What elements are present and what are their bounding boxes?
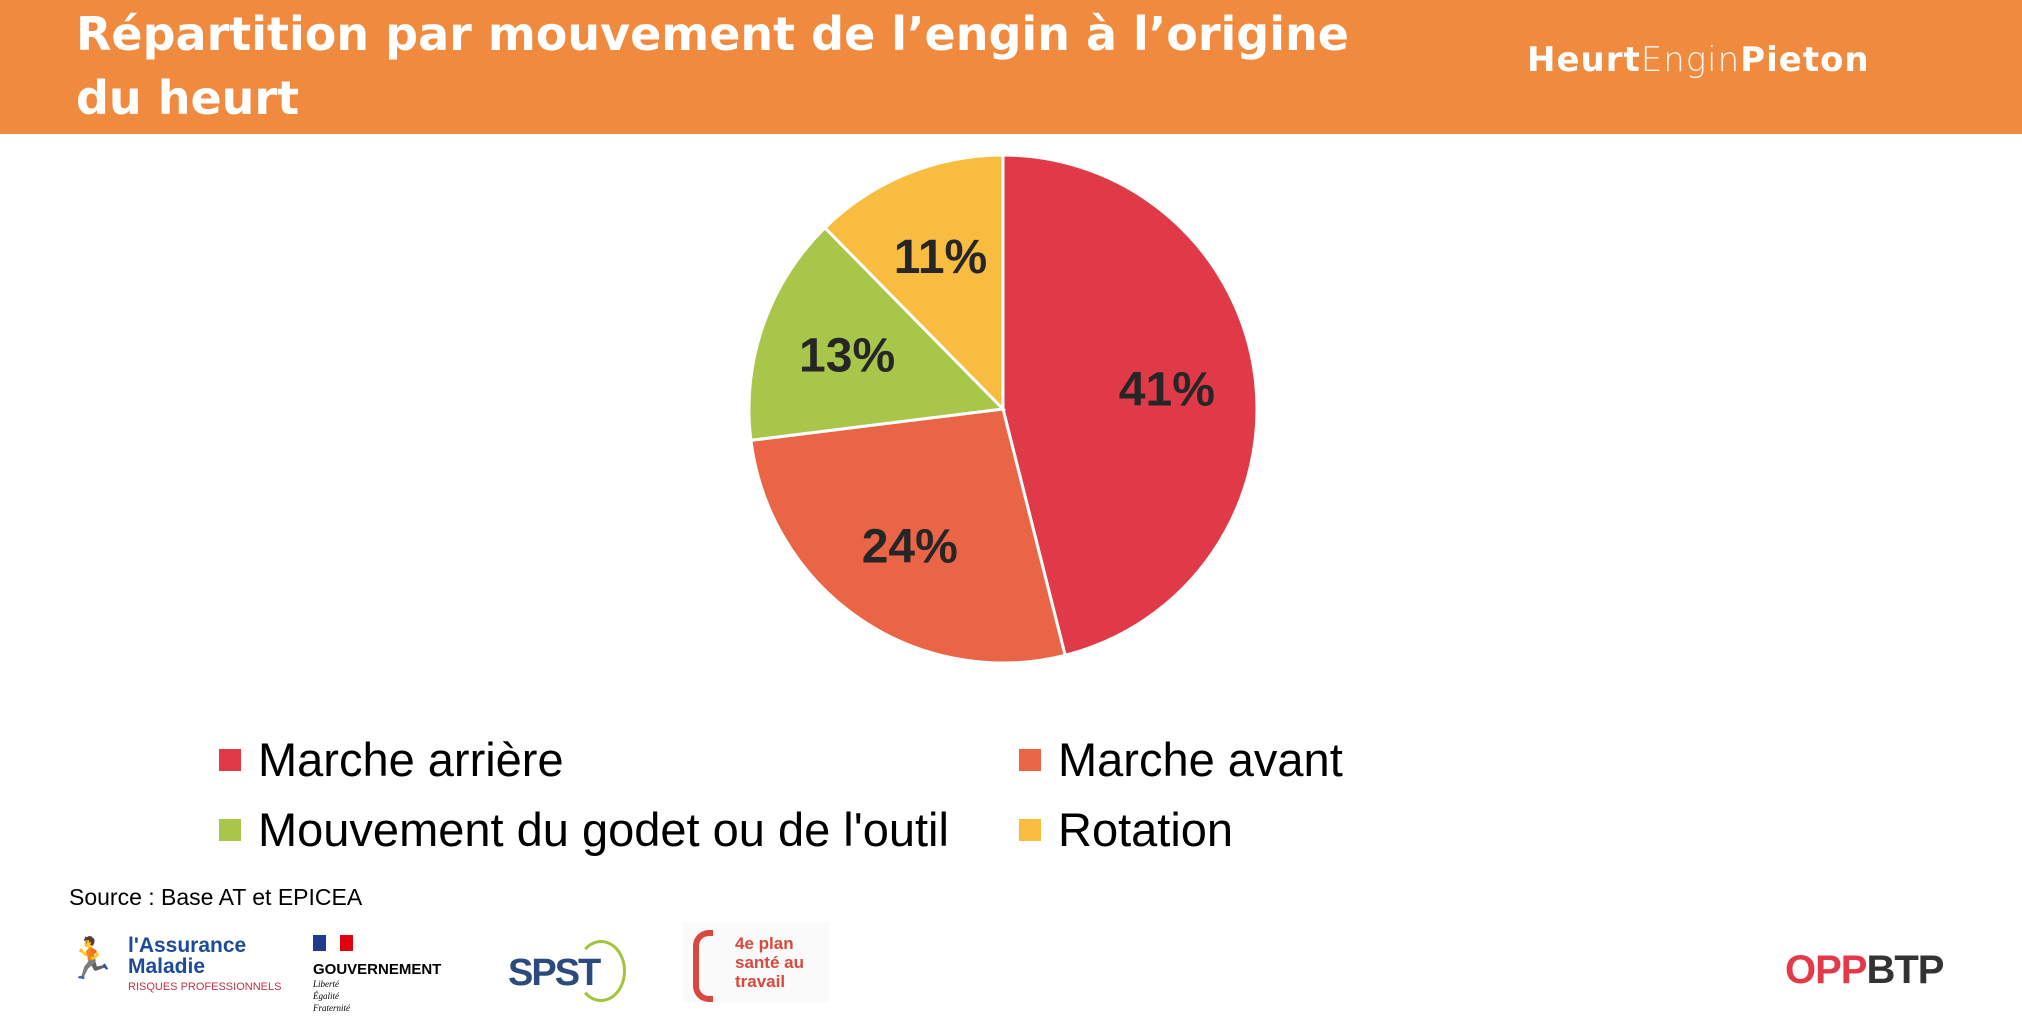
- spst-logo: SPST: [508, 940, 626, 1002]
- header-bar: Répartition par mouvement de l’engin à l…: [0, 0, 2022, 134]
- data-label: 13%: [799, 330, 895, 383]
- pie-slice-2: [749, 407, 1067, 665]
- legend-item-marche-arriere: Marche arrière: [219, 732, 564, 787]
- pie-chart: 41% 24% 13% 11%: [747, 153, 1259, 665]
- source-note: Source : Base AT et EPICEA: [69, 884, 363, 910]
- legend-swatch: [1019, 748, 1041, 771]
- runner-icon: 🏃: [66, 937, 116, 981]
- oppbtp-logo: OPPBTP: [1785, 948, 1944, 992]
- plan-s-icon: [693, 930, 713, 1002]
- legend-label: Marche arrière: [258, 733, 564, 786]
- data-label: 41%: [1119, 364, 1215, 417]
- legend-item-marche-avant: Marche avant: [1019, 732, 1343, 787]
- plan-sante-logo: 4e plan santé au travail: [683, 922, 829, 1002]
- legend-swatch: [1019, 818, 1041, 841]
- legend-item-mouvement-godet: Mouvement du godet ou de l'outil: [219, 802, 949, 857]
- pie-slice-4: [822, 153, 1005, 413]
- brand-logo: HeurtEnginPieton: [1527, 40, 1870, 80]
- pie-slice-1: [1001, 153, 1259, 658]
- flag-icon: [313, 935, 353, 951]
- legend-label: Mouvement du godet ou de l'outil: [258, 803, 949, 856]
- legend-label: Marche avant: [1058, 733, 1343, 786]
- data-label: 11%: [894, 231, 987, 284]
- data-label: 24%: [862, 520, 958, 573]
- legend-swatch: [219, 748, 241, 771]
- page-title: Répartition par mouvement de l’engin à l…: [76, 7, 1349, 125]
- legend-label: Rotation: [1058, 803, 1234, 856]
- gouvernement-logo: GOUVERNEMENT Liberté Égalité Fraternité: [313, 935, 441, 1014]
- helmet-icon: [576, 940, 626, 1002]
- legend-item-rotation: Rotation: [1019, 802, 1233, 857]
- pie-slice-3: [747, 225, 1007, 442]
- legend-swatch: [219, 818, 241, 841]
